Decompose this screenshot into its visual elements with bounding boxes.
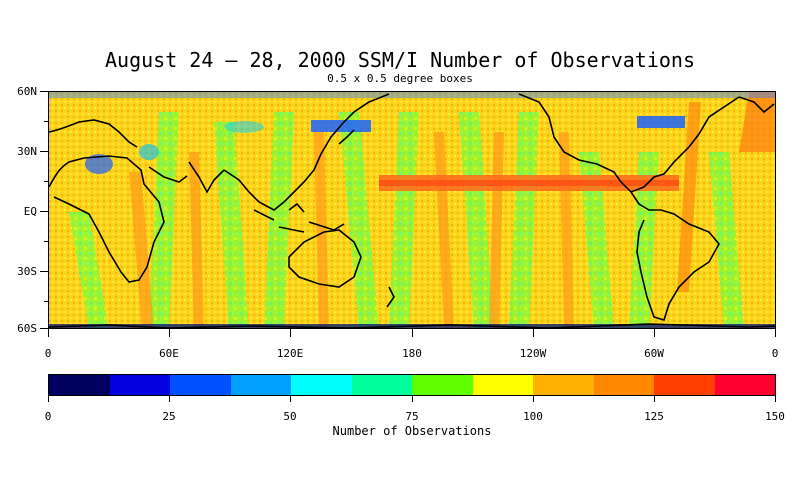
colorbar-label-125: 125: [644, 410, 664, 423]
coastlines: [49, 93, 775, 328]
colorbar-swatch: [291, 375, 352, 395]
colorbar-label-75: 75: [405, 410, 419, 423]
colorbar-swatch: [351, 375, 412, 395]
map-subtitle: 0.5 x 0.5 degree boxes: [327, 72, 473, 85]
colorbar-swatch: [654, 375, 715, 395]
colorbar-swatch: [714, 375, 775, 395]
lat-label-30n: 30N: [17, 145, 37, 158]
lat-label-60s: 60S: [17, 322, 37, 335]
colorbar-swatch: [533, 375, 594, 395]
colorbar-swatch: [170, 375, 231, 395]
lon-label-0-east: 0: [771, 347, 779, 360]
lon-label-180: 180: [402, 347, 422, 360]
lon-label-60e: 60E: [159, 347, 179, 360]
colorbar-swatch: [412, 375, 473, 395]
observation-map: [48, 91, 776, 329]
map-canvas: [49, 92, 775, 328]
colorbar-swatch: [472, 375, 533, 395]
colorbar-title: Number of Observations: [332, 424, 492, 438]
colorbar: [48, 374, 776, 396]
lon-label-60w: 60W: [644, 347, 664, 360]
map-title: August 24 – 28, 2000 SSM/I Number of Obs…: [104, 48, 695, 72]
lat-label-60n: 60N: [17, 85, 37, 98]
africa-coastline: [49, 155, 165, 283]
lat-label-30s: 30S: [17, 265, 37, 278]
colorbar-swatch: [230, 375, 291, 395]
colorbar-label-0: 0: [44, 410, 52, 423]
lon-label-120e: 120E: [276, 347, 304, 360]
colorbar-label-50: 50: [283, 410, 297, 423]
colorbar-swatch: [49, 375, 110, 395]
lon-label-0: 0: [44, 347, 52, 360]
colorbar-swatch: [109, 375, 170, 395]
lon-label-120w: 120W: [519, 347, 547, 360]
colorbar-swatch: [593, 375, 654, 395]
asia-coastline: [223, 93, 390, 211]
south-america-coastline: [630, 191, 720, 321]
lat-label-eq: EQ: [23, 205, 37, 218]
australia-coastline: [288, 229, 362, 288]
colorbar-label-25: 25: [162, 410, 176, 423]
colorbar-label-150: 150: [765, 410, 785, 423]
green-swaths: [69, 112, 744, 328]
colorbar-label-100: 100: [523, 410, 543, 423]
